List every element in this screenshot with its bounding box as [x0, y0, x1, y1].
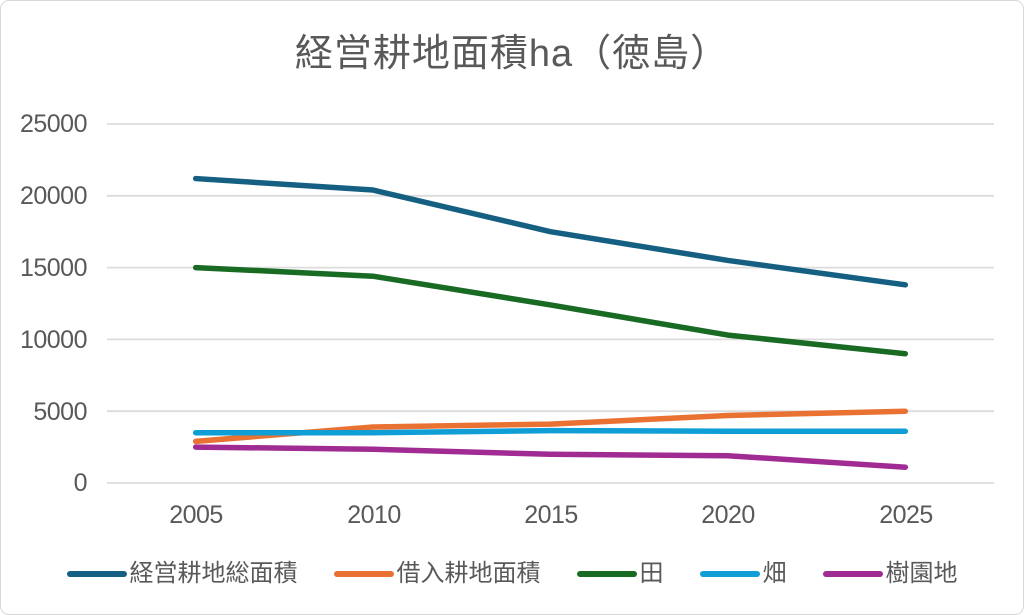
y-axis-tick-label: 15000 — [19, 254, 88, 282]
y-axis-tick-label: 20000 — [19, 182, 88, 210]
x-axis-tick-label: 2010 — [347, 501, 401, 529]
series-line-3 — [192, 427, 909, 436]
y-axis-tick-label: 25000 — [19, 110, 88, 138]
legend-item-orchard: 樹園地 — [822, 560, 958, 587]
legend-line-swatch-icon — [699, 571, 760, 577]
y-axis-tick-label: 5000 — [33, 398, 87, 426]
legend-item-paddy: 田 — [576, 560, 664, 587]
legend-item-field: 畑 — [699, 560, 787, 587]
legend-line-swatch-icon — [822, 571, 883, 577]
series-line-1 — [192, 408, 909, 445]
series-line-4 — [192, 444, 909, 470]
legend-label: 経営耕地総面積 — [129, 560, 298, 587]
chart-legend: 経営耕地総面積 借入耕地面積 田 畑 樹園地 — [1, 561, 1023, 587]
legend-label: 田 — [639, 560, 664, 587]
legend-label: 樹園地 — [885, 560, 958, 587]
series-line-2 — [192, 264, 909, 357]
legend-line-swatch-icon — [333, 571, 394, 577]
x-axis-tick-label: 2020 — [701, 501, 755, 529]
x-axis-tick-label: 2015 — [524, 501, 578, 529]
x-axis-tick-label: 2025 — [879, 501, 933, 529]
y-axis-tick-label: 10000 — [19, 326, 88, 354]
x-axis-tick-label: 2005 — [169, 501, 223, 529]
legend-label: 畑 — [762, 560, 787, 587]
legend-item-borrowed-area: 借入耕地面積 — [333, 560, 541, 587]
legend-line-swatch-icon — [66, 571, 127, 577]
y-axis-tick-label: 0 — [73, 469, 88, 497]
legend-line-swatch-icon — [576, 571, 637, 577]
chart-title: 経営耕地面積ha（徳島） — [294, 33, 730, 75]
legend-label: 借入耕地面積 — [396, 560, 541, 587]
series-line-0 — [192, 175, 909, 288]
legend-item-total-area: 経営耕地総面積 — [66, 560, 298, 587]
